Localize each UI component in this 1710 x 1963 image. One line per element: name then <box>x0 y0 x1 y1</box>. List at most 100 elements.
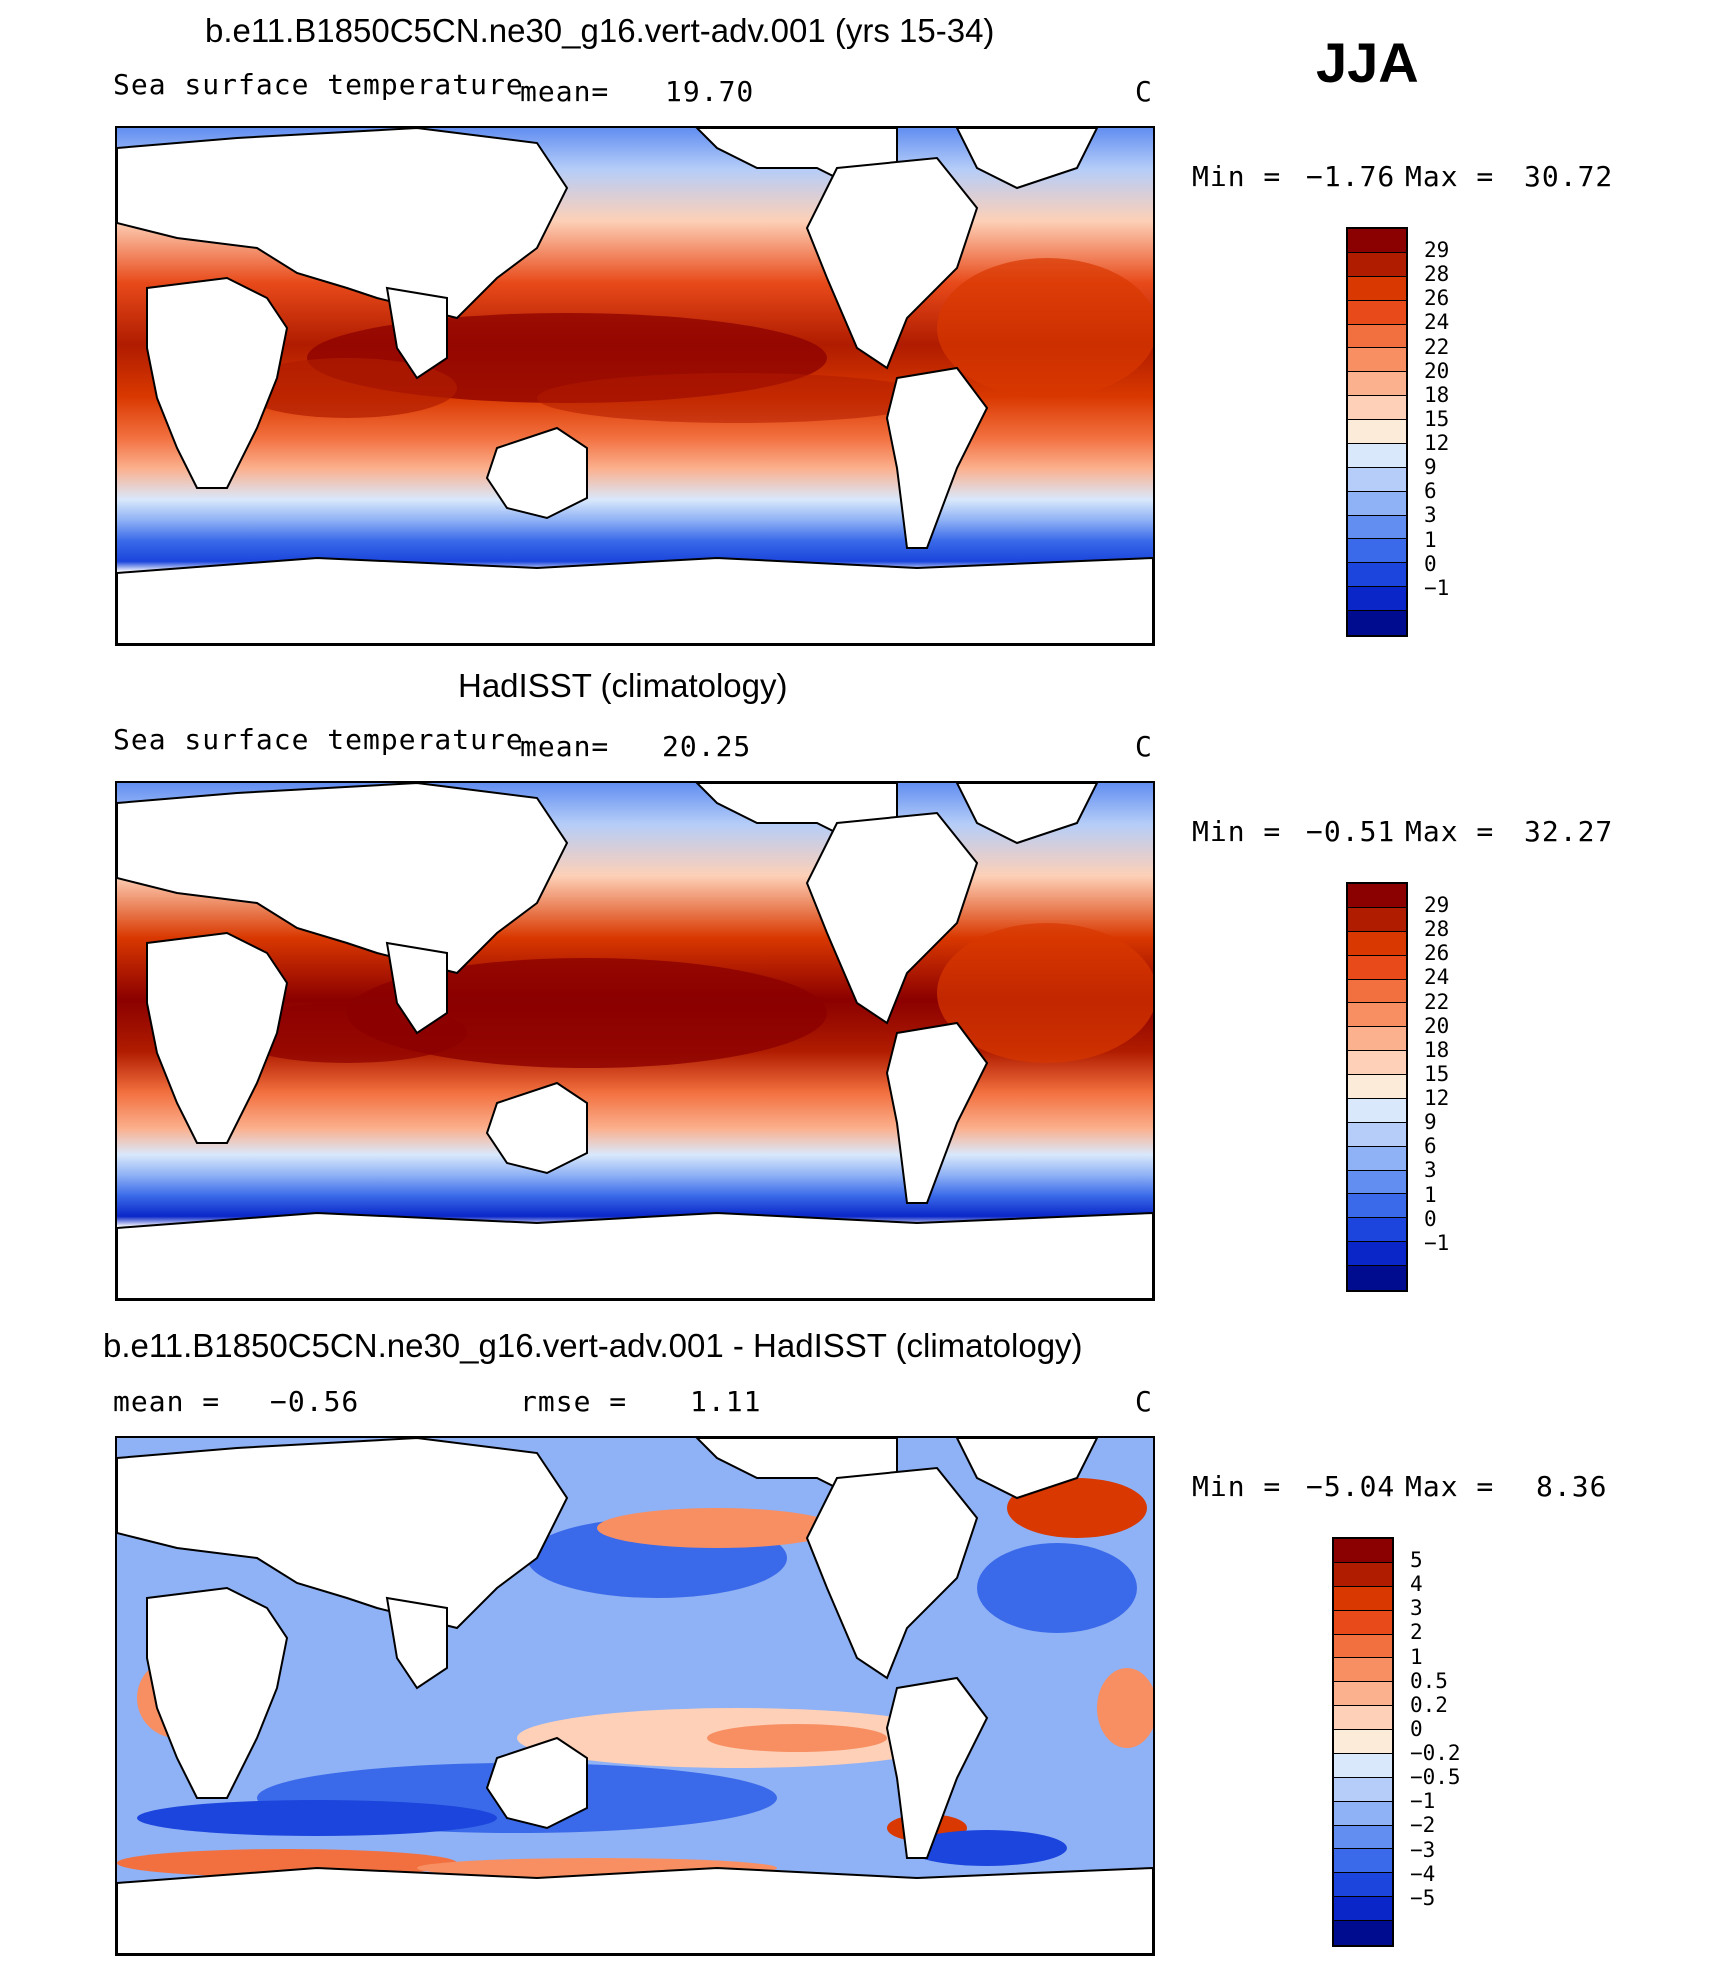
units-label: C <box>1135 730 1153 763</box>
max-value: 8.36 <box>1536 1470 1608 1503</box>
colorbar-tick-label: −1 <box>1410 1789 1436 1814</box>
colorbar-swatch <box>1348 1075 1406 1099</box>
colorbar-tick-label: 5 <box>1410 1548 1423 1573</box>
colorbar-swatch <box>1348 324 1406 349</box>
colorbar-swatch <box>1348 1146 1406 1171</box>
colorbar-swatch <box>1348 1027 1406 1052</box>
colorbar-tick-label: 6 <box>1424 1134 1437 1159</box>
colorbar-swatch <box>1348 467 1406 492</box>
colorbar-swatch <box>1334 1586 1392 1611</box>
colorbar-tick-labels: 29 28 26 24 22 20 18 15 12 9 6 3 1 0 −1 <box>1424 227 1504 637</box>
colorbar-tick-label: −2 <box>1410 1813 1436 1838</box>
colorbar-swatch <box>1348 252 1406 277</box>
colorbar-swatch <box>1348 300 1406 325</box>
units-label: C <box>1135 75 1153 108</box>
colorbar-tick-label: 18 <box>1424 1037 1450 1062</box>
mean-value: 20.25 <box>662 730 752 763</box>
colorbar-tick-label: 0 <box>1410 1716 1423 1741</box>
colorbar-tick-label: 24 <box>1424 965 1450 990</box>
colorbar-swatch <box>1334 1682 1392 1707</box>
colorbar-swatch <box>1348 515 1406 540</box>
colorbar-swatch <box>1348 979 1406 1004</box>
colorbar-tick-label: 20 <box>1424 358 1450 383</box>
colorbar-swatch <box>1334 1706 1392 1730</box>
colorbar-swatch <box>1334 1753 1392 1778</box>
min-label: Min = <box>1192 160 1282 193</box>
colorbar-swatch <box>1348 1051 1406 1075</box>
colorbar-tick-label: 1 <box>1424 1182 1437 1207</box>
colorbar-swatch <box>1334 1825 1392 1850</box>
mean-value: −0.56 <box>270 1385 360 1418</box>
sst-map <box>115 781 1155 1301</box>
colorbar-swatch <box>1334 1634 1392 1659</box>
colorbar-tick-label: 9 <box>1424 455 1437 480</box>
colorbar-swatch <box>1348 276 1406 301</box>
min-label: Min = <box>1192 1470 1282 1503</box>
colorbar-tick-label: 29 <box>1424 238 1450 263</box>
panel-title: b.e11.B1850C5CN.ne30_g16.vert-adv.001 - … <box>103 1327 1083 1364</box>
mean-label: mean= <box>520 75 610 108</box>
mean-label: mean= <box>520 730 610 763</box>
colorbar-swatch <box>1348 884 1406 908</box>
colorbar-swatch <box>1334 1801 1392 1826</box>
colorbar-swatch <box>1334 1849 1392 1874</box>
sst-map <box>115 126 1155 646</box>
colorbar-tick-labels: 29 28 26 24 22 20 18 15 12 9 6 3 1 0 −1 <box>1424 882 1504 1292</box>
max-value: 32.27 <box>1524 815 1614 848</box>
colorbar-swatch <box>1348 931 1406 956</box>
colorbar-swatch <box>1348 229 1406 253</box>
colorbar-swatch <box>1348 563 1406 588</box>
colorbar-swatch <box>1334 1610 1392 1635</box>
colorbar-tick-label: −1 <box>1424 575 1450 600</box>
colorbar-tick-label: 22 <box>1424 989 1450 1014</box>
colorbar-tick-label: 9 <box>1424 1110 1437 1135</box>
colorbar-swatch <box>1348 420 1406 444</box>
rmse-label: rmse = <box>520 1385 628 1418</box>
panel-title: HadISST (climatology) <box>458 667 788 704</box>
colorbar-tick-label: 0 <box>1424 551 1437 576</box>
colorbar-tick-label: 15 <box>1424 1061 1450 1086</box>
colorbar-tick-label: −1 <box>1424 1230 1450 1255</box>
colorbar-tick-label: 28 <box>1424 262 1450 287</box>
mean-value: 19.70 <box>665 75 755 108</box>
min-value: −5.04 <box>1306 1470 1396 1503</box>
max-label: Max = <box>1405 160 1495 193</box>
colorbar-tick-label: −3 <box>1410 1837 1436 1862</box>
colorbar-tick-label: 4 <box>1410 1572 1423 1597</box>
colorbar-swatch <box>1334 1897 1392 1921</box>
colorbar-tick-label: 3 <box>1410 1596 1423 1621</box>
colorbar-swatch <box>1348 372 1406 397</box>
season-label: JJA <box>1316 31 1419 94</box>
colorbar-tick-label: 22 <box>1424 334 1450 359</box>
min-value: −1.76 <box>1306 160 1396 193</box>
mean-label: mean = <box>113 1385 221 1418</box>
colorbar-tick-label: 0.5 <box>1410 1668 1448 1693</box>
colorbar-tick-label: 20 <box>1424 1013 1450 1038</box>
max-label: Max = <box>1405 1470 1495 1503</box>
max-value: 30.72 <box>1524 160 1614 193</box>
colorbar-swatch <box>1348 587 1406 611</box>
colorbar-tick-label: 2 <box>1410 1620 1423 1645</box>
colorbar-swatch <box>1348 491 1406 516</box>
colorbar-swatch <box>1348 348 1406 373</box>
colorbar-swatch <box>1334 1921 1392 1945</box>
colorbar-tick-label: 6 <box>1424 479 1437 504</box>
colorbar-tick-label: −0.2 <box>1410 1741 1461 1766</box>
colorbar-tick-label: 1 <box>1410 1644 1423 1669</box>
colorbar-tick-label: 12 <box>1424 431 1450 456</box>
colorbar-tick-label: 0.2 <box>1410 1692 1448 1717</box>
rmse-value: 1.11 <box>690 1385 762 1418</box>
colorbar <box>1332 1537 1394 1947</box>
colorbar-tick-label: −0.5 <box>1410 1765 1461 1790</box>
min-value: −0.51 <box>1306 815 1396 848</box>
min-label: Min = <box>1192 815 1282 848</box>
variable-label: Sea surface temperature <box>113 68 524 101</box>
colorbar-tick-label: 12 <box>1424 1086 1450 1111</box>
colorbar-tick-labels: 5 4 3 2 1 0.5 0.2 0 −0.2 −0.5 −1 −2 −3 −4 −5 <box>1410 1537 1500 1947</box>
colorbar-tick-label: 18 <box>1424 382 1450 407</box>
colorbar-tick-label: 28 <box>1424 917 1450 942</box>
colorbar-swatch <box>1334 1562 1392 1587</box>
colorbar-swatch <box>1348 1003 1406 1028</box>
max-label: Max = <box>1405 815 1495 848</box>
panel-title: b.e11.B1850C5CN.ne30_g16.vert-adv.001 (y… <box>205 12 995 49</box>
